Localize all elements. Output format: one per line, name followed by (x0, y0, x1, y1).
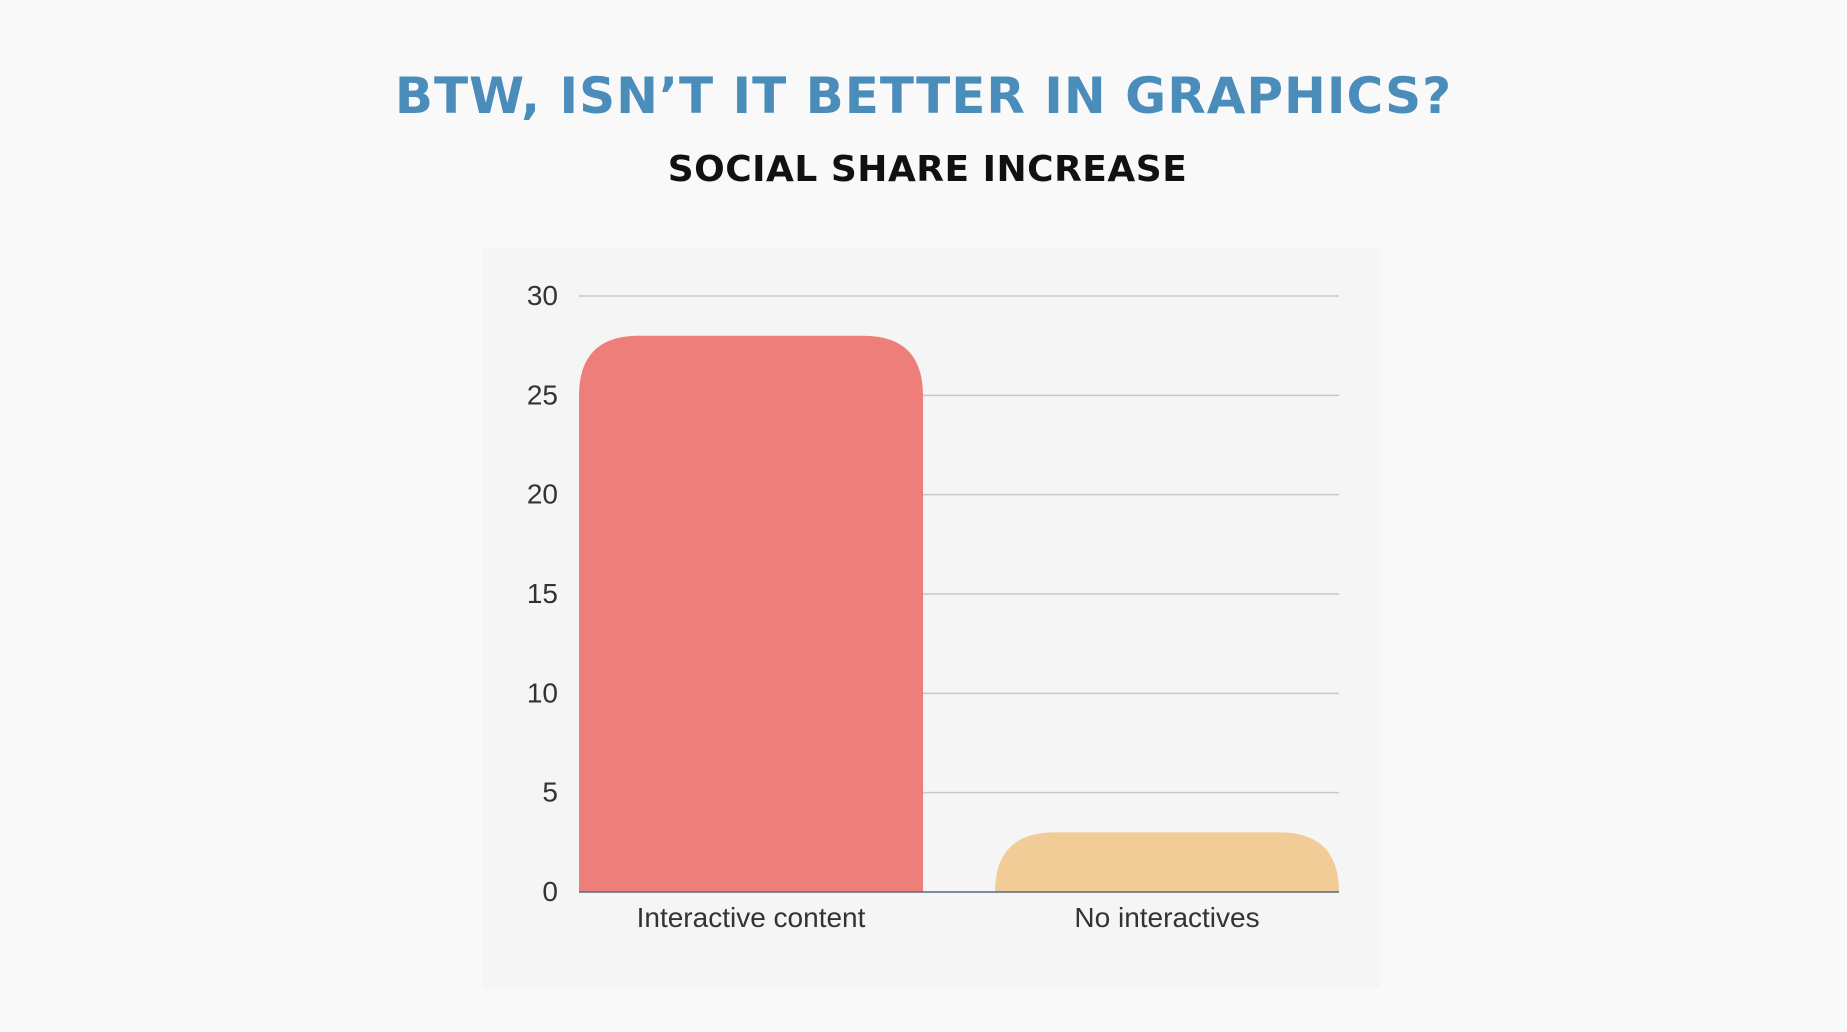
bars (579, 335, 1339, 892)
x-tick-label: Interactive content (637, 902, 866, 933)
y-tick-label: 30 (527, 280, 558, 311)
y-axis-ticks: 0 5 10 15 20 25 30 (527, 280, 558, 907)
bar-chart: 0 5 10 15 20 25 30 Interactive content No inter… (527, 280, 1339, 933)
y-tick-label: 5 (542, 777, 558, 808)
x-tick-label: No interactives (1074, 902, 1259, 933)
y-tick-label: 0 (542, 876, 558, 907)
y-tick-label: 15 (527, 578, 558, 609)
x-axis-labels: Interactive content No interactives (637, 902, 1260, 933)
page-title: BTW, ISN’T IT BETTER IN GRAPHICS? (394, 67, 1453, 125)
bar-interactive-content (579, 335, 923, 892)
y-tick-label: 10 (527, 677, 558, 708)
y-tick-label: 20 (527, 479, 558, 510)
chart-subtitle: SOCIAL SHARE INCREASE (667, 149, 1188, 190)
bar-no-interactives (995, 832, 1339, 892)
y-tick-label: 25 (527, 379, 558, 410)
chart-panel: 0 5 10 15 20 25 30 Interactive content No inter… (482, 248, 1380, 988)
